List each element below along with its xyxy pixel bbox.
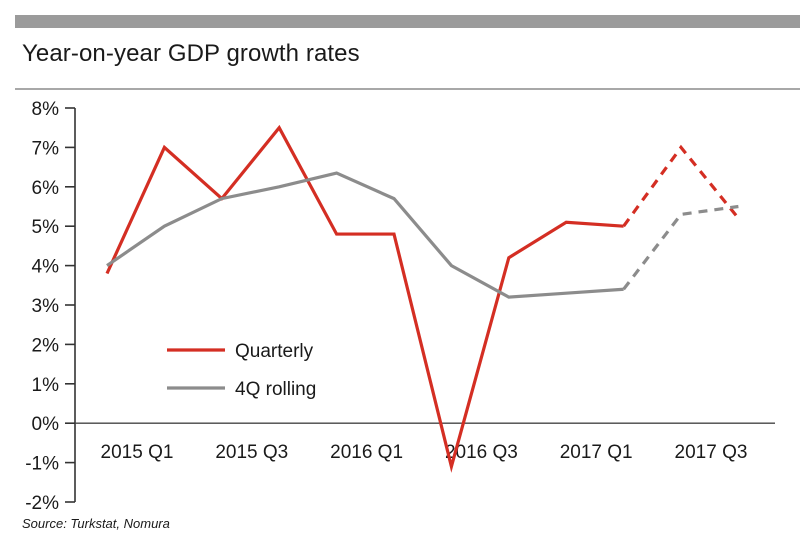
y-tick-label: 1% [32, 375, 60, 396]
y-tick-label: 2% [32, 335, 60, 356]
x-tick-label: 2015 Q1 [101, 442, 174, 463]
top-banner-bar [15, 15, 800, 28]
x-tick-label: 2017 Q1 [560, 442, 633, 463]
legend-label: Quarterly [235, 341, 314, 362]
legend-label: 4Q rolling [235, 379, 316, 400]
axes: 8% 7% 6% 5% 4% 3% 2% 1% 0% -1% -2% 2015 Q1 2015 Q3 20… [25, 99, 775, 514]
series-forecast-line-4q-rolling [622, 204, 739, 291]
chart-title: Year-on-year GDP growth rates [22, 40, 360, 67]
y-tick-label: 4% [32, 257, 60, 278]
source-note: Source: Turkstat, Nomura [22, 516, 170, 531]
y-tick-label: 0% [32, 414, 60, 435]
series-line-4q-rolling [106, 171, 624, 299]
y-tick-label: 6% [32, 178, 60, 199]
x-tick-label: 2016 Q1 [330, 442, 403, 463]
x-tick-label: 2015 Q3 [215, 442, 288, 463]
x-tick-label: 2016 Q3 [445, 442, 518, 463]
x-tick-label: 2017 Q3 [675, 442, 748, 463]
y-tick-label: 5% [32, 217, 60, 238]
y-tick-label: 3% [32, 296, 60, 317]
y-tick-label: 7% [32, 138, 60, 159]
y-tick-label: -1% [25, 454, 59, 475]
y-tick-label: 8% [32, 99, 60, 120]
title-divider [15, 88, 800, 90]
y-tick-label: -2% [25, 493, 59, 514]
series-line-quarterly [105, 124, 624, 473]
legend: Quarterly 4Q rolling [167, 341, 316, 400]
series-layer [105, 124, 740, 473]
